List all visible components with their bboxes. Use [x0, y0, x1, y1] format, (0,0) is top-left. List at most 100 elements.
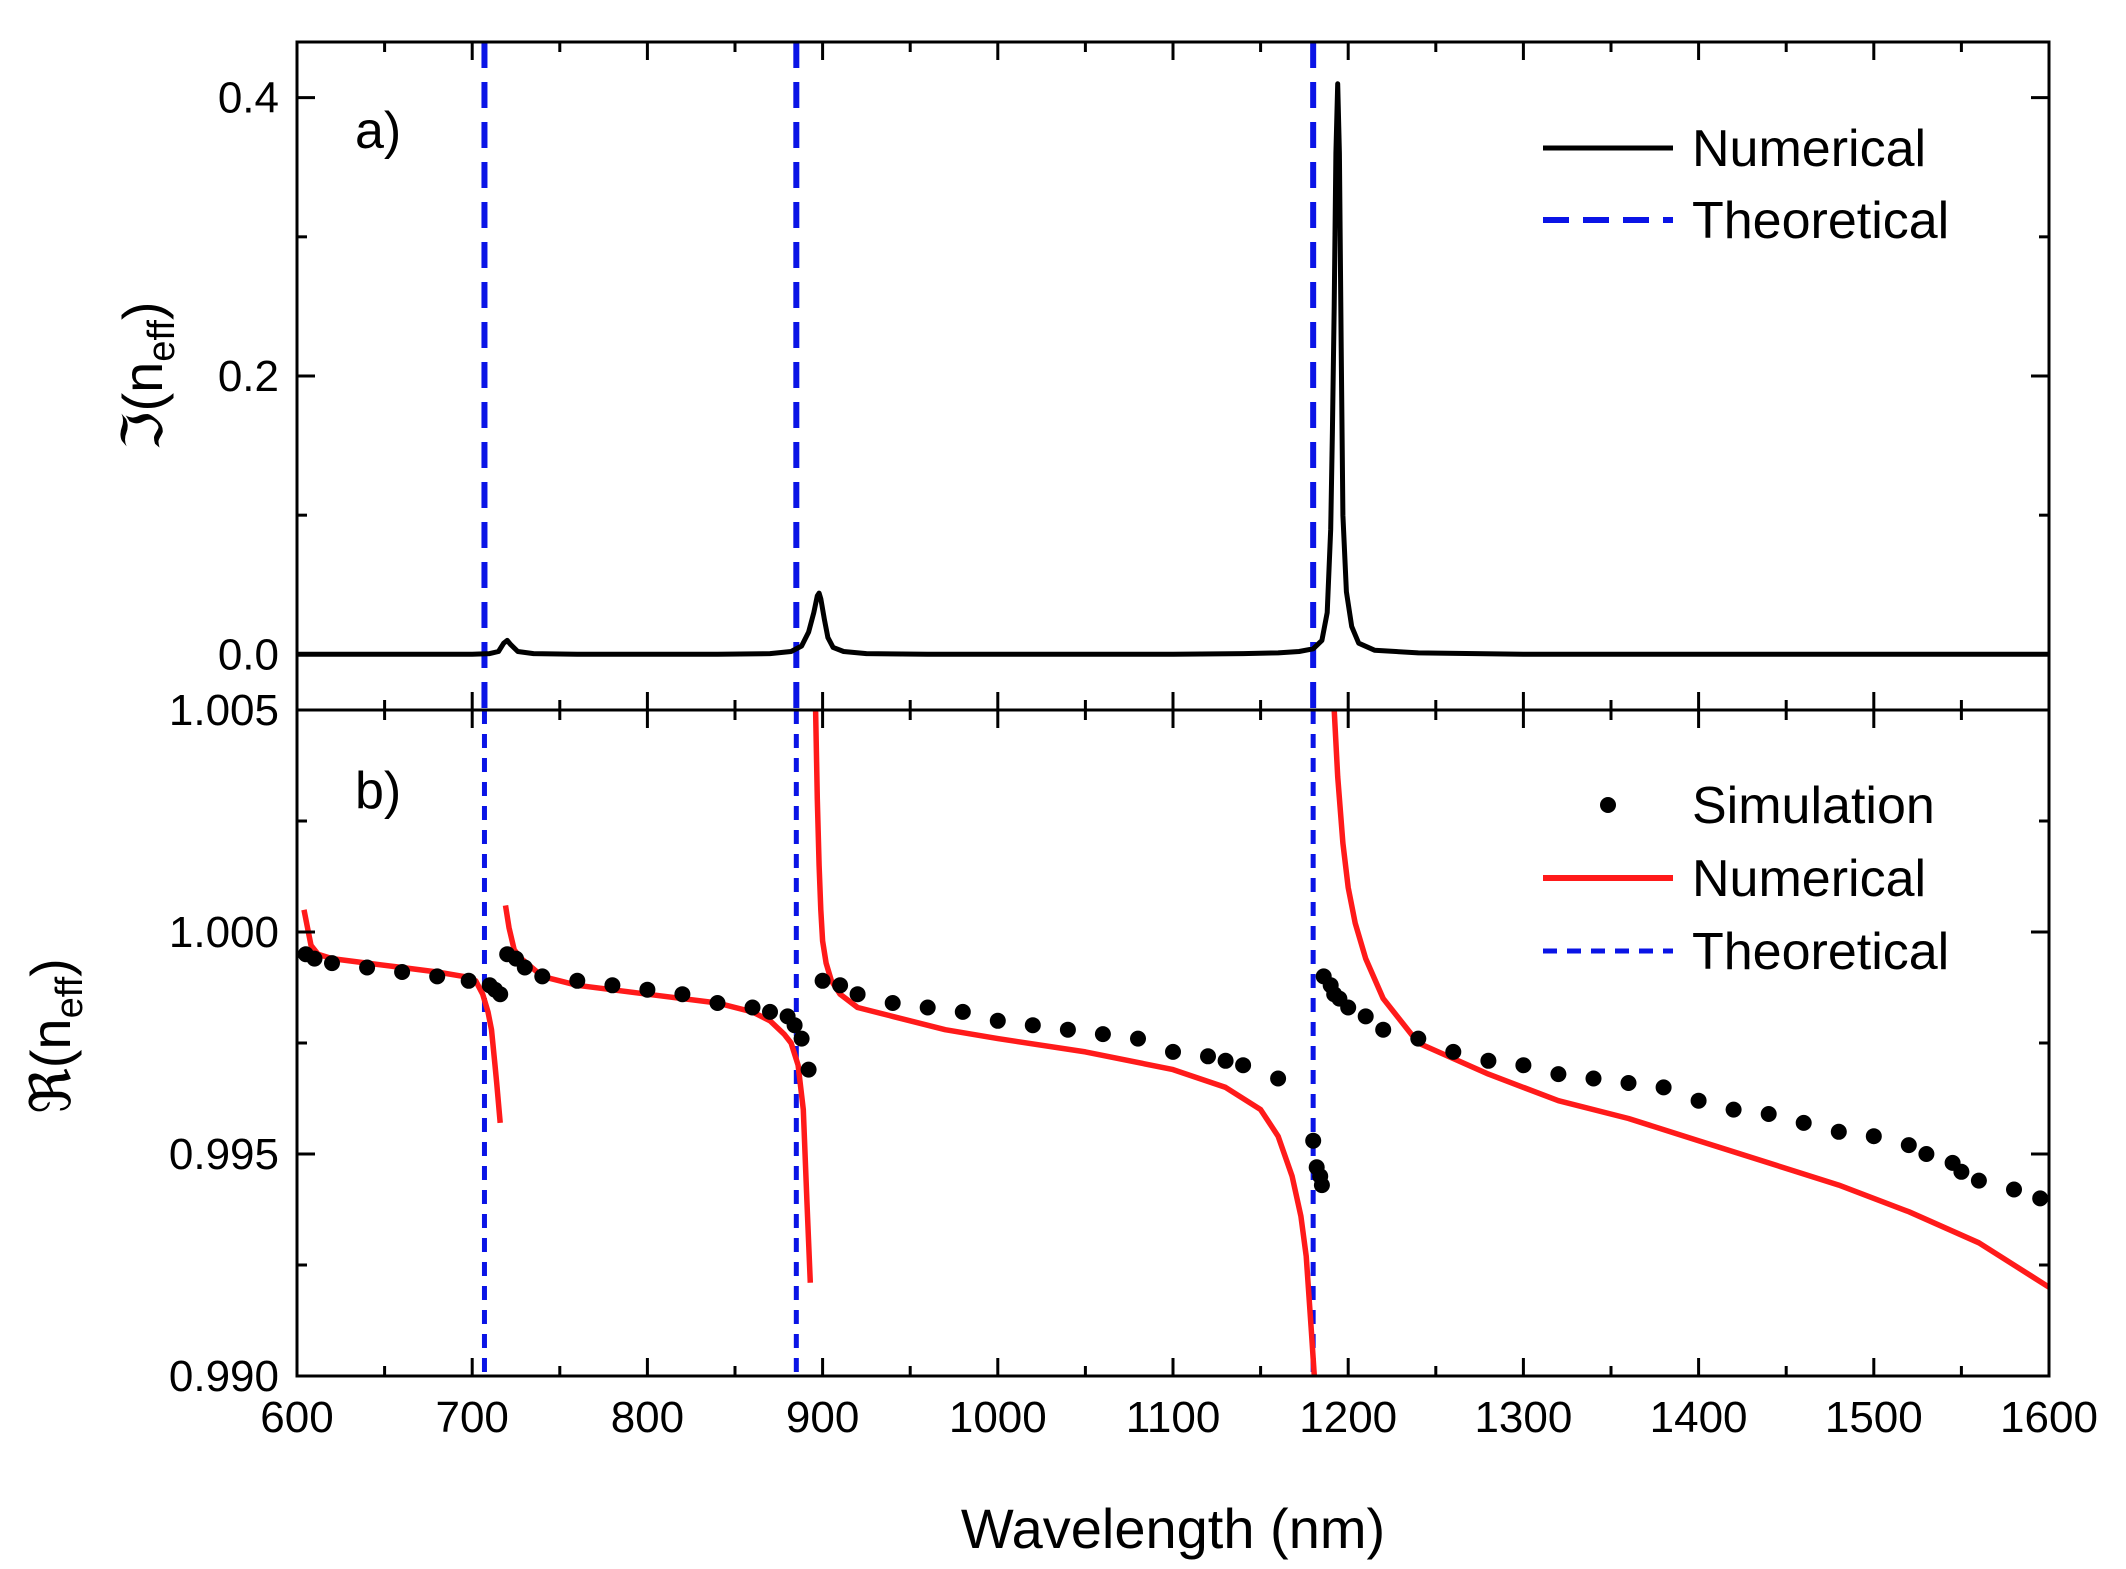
y-axis-title-b-main: ℜ(n — [19, 1018, 82, 1113]
x-tick-label: 800 — [611, 1393, 684, 1442]
x-tick-label: 700 — [435, 1393, 508, 1442]
x-tick-label: 1300 — [1474, 1393, 1572, 1442]
simulation-point — [832, 977, 849, 994]
simulation-point — [534, 968, 551, 985]
simulation-point — [1480, 1052, 1497, 1069]
x-tick-label: 1100 — [1126, 1393, 1221, 1442]
simulation-point — [1725, 1101, 1742, 1118]
simulation-point — [569, 972, 586, 989]
simulation-point — [989, 1012, 1006, 1029]
simulation-point — [1918, 1146, 1935, 1162]
simulation-point — [849, 986, 866, 1003]
theoretical-lines-a — [481, 42, 1317, 710]
simulation-point — [1515, 1057, 1532, 1074]
x-tick-label: 1500 — [1825, 1393, 1923, 1442]
simulation-point — [1900, 1137, 1917, 1154]
simulation-point — [2006, 1181, 2022, 1198]
panel-b: 0.990 0.995 1.000 1.005 600 700 800 900 1000 110… — [19, 686, 2098, 1560]
simulation-point — [1760, 1106, 1777, 1122]
numerical-line-b-0 — [301, 909, 503, 1124]
legend-b-numerical-label: Numerical — [1692, 850, 1926, 908]
y-tick-label-a: 0.2 — [218, 352, 279, 401]
y-tick-label-b: 0.995 — [169, 1130, 279, 1179]
y-axis-title-a-close: ) — [111, 301, 174, 320]
simulation-point — [1130, 1030, 1146, 1047]
y-tick-label-a: 0.4 — [218, 74, 279, 123]
x-tick-label: 600 — [260, 1393, 333, 1442]
y-axis-title-a-sub: eff — [141, 320, 183, 362]
simulation-point — [814, 972, 831, 989]
simulation-point — [1620, 1075, 1637, 1091]
simulation-point — [1550, 1066, 1567, 1083]
simulation-point — [394, 964, 411, 980]
simulation-point — [744, 999, 761, 1016]
x-ticks-b: 600 700 800 900 1000 1100 1200 1300 1400 1500 1600 — [260, 710, 2098, 1442]
numerical-line-b-3 — [1331, 710, 2049, 1290]
simulation-point — [762, 1003, 778, 1020]
theoretical-lines-b — [481, 710, 1316, 1376]
simulation-point — [1795, 1114, 1812, 1131]
numerical-line-a — [297, 81, 2049, 657]
simulation-point — [1970, 1172, 1987, 1189]
simulation-points-b — [297, 946, 2049, 1207]
simulation-point — [884, 995, 901, 1011]
simulation-point — [324, 955, 340, 972]
simulation-point — [800, 1061, 817, 1078]
simulation-point — [1375, 1021, 1392, 1038]
legend-a: Numerical Theoretical — [1543, 120, 1949, 250]
simulation-point — [2032, 1190, 2049, 1207]
x-tick-label: 1600 — [2000, 1393, 2098, 1442]
y-axis-title-a: ℑ(neff) — [111, 301, 183, 450]
simulation-point — [1865, 1128, 1882, 1145]
simulation-point — [1690, 1092, 1707, 1109]
simulation-point — [919, 999, 936, 1016]
legend-a-theoretical-label: Theoretical — [1692, 192, 1949, 250]
legend-b-simulation-label: Simulation — [1692, 777, 1935, 835]
simulation-point — [1024, 1017, 1041, 1034]
simulation-point — [1270, 1070, 1287, 1087]
simulation-point — [709, 995, 726, 1011]
x-tick-label: 1200 — [1299, 1393, 1397, 1442]
simulation-point — [1235, 1057, 1252, 1074]
numerical-line-b-2 — [812, 710, 1318, 1376]
simulation-point — [429, 968, 446, 985]
simulation-point — [1953, 1163, 1970, 1180]
y-ticks-a: 0.0 0.2 0.4 — [218, 74, 2049, 679]
simulation-point — [639, 981, 656, 998]
simulation-point — [786, 1017, 803, 1034]
simulation-point — [306, 950, 323, 967]
y-axis-title-b-sub: eff — [49, 976, 91, 1018]
simulation-point — [1655, 1079, 1672, 1096]
x-tick-label: 1400 — [1650, 1393, 1748, 1442]
simulation-point — [460, 972, 477, 989]
simulation-point — [1059, 1021, 1076, 1038]
simulation-point — [604, 977, 621, 994]
panel-label-a: a) — [355, 102, 401, 160]
y-axis-title-b: ℜ(neff) — [19, 958, 91, 1114]
x-axis-title: Wavelength (nm) — [961, 1497, 1385, 1560]
simulation-point — [359, 959, 376, 976]
simulation-point — [954, 1003, 971, 1020]
simulation-point — [1357, 1008, 1374, 1025]
simulation-point — [1165, 1043, 1181, 1060]
simulation-point — [492, 986, 509, 1003]
legend-b-theoretical-label: Theoretical — [1692, 923, 1949, 981]
panel-label-b: b) — [355, 762, 401, 820]
y-axis-title-a-main: ℑ(n — [111, 362, 174, 451]
simulation-point — [1094, 1026, 1111, 1043]
simulation-point — [1340, 999, 1357, 1016]
numerical-line-b-1 — [502, 904, 814, 1283]
x-tick-label: 900 — [786, 1393, 859, 1442]
simulation-point — [1200, 1048, 1216, 1065]
legend-a-numerical-label: Numerical — [1692, 120, 1926, 178]
legend-b: Simulation Numerical Theoretical — [1543, 777, 1949, 981]
simulation-point — [1830, 1123, 1847, 1140]
y-ticks-b: 0.990 0.995 1.000 1.005 — [169, 686, 2049, 1401]
simulation-point — [516, 959, 533, 976]
y-axis-title-b-close: ) — [19, 958, 82, 977]
legend-b-simulation-swatch — [1600, 797, 1616, 813]
simulation-point — [1445, 1043, 1462, 1060]
panel-a: 0.0 0.2 0.4 a) ℑ(neff) Numerical Theoretic… — [111, 40, 2051, 712]
x-tick-label: 1000 — [949, 1393, 1047, 1442]
